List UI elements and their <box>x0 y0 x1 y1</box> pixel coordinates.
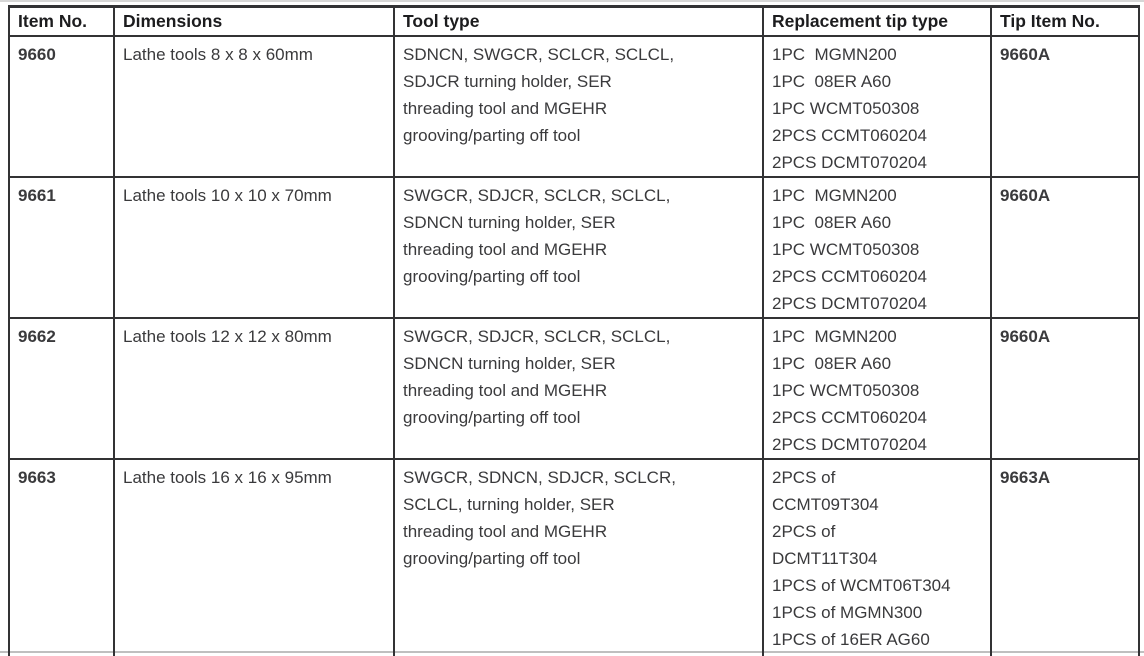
tool-type-line: grooving/parting off tool <box>403 266 581 286</box>
tip-line: 1PC MGMN200 <box>772 44 897 64</box>
col-header-tool-type: Tool type <box>393 5 764 37</box>
tip-line: 1PC WCMT050308 <box>772 98 920 118</box>
cell-tip-item-no: 9660A <box>990 34 1140 178</box>
tip-line: 1PC MGMN200 <box>772 326 897 346</box>
tip-line: 1PCS of WCMT06T304 <box>772 575 951 595</box>
tip-line: 1PC WCMT050308 <box>772 380 920 400</box>
table-row-9660: 9660 Lathe tools 8 x 8 x 60mm SDNCN, SWG… <box>8 34 1140 178</box>
tip-line: 2PCS of <box>772 467 836 487</box>
cell-dimensions: Lathe tools 12 x 12 x 80mm <box>113 316 395 460</box>
col-header-dimensions: Dimensions <box>113 5 395 37</box>
tip-line: 1PC 08ER A60 <box>772 353 892 373</box>
col-header-replacement-tip-type: Replacement tip type <box>762 5 992 37</box>
cell-replacement-tip-type: 1PC MGMN200 1PC 08ER A60 1PC WCMT050308 … <box>762 34 992 178</box>
tip-line: 1PCS of 16ER AG60 <box>772 629 930 649</box>
cell-tool-type: SWGCR, SDJCR, SCLCR, SCLCL, SDNCN turnin… <box>393 316 764 460</box>
tip-line: 2PCS of <box>772 521 836 541</box>
cell-dimensions: Lathe tools 16 x 16 x 95mm <box>113 457 395 656</box>
tool-type-line: SWGCR, SDJCR, SCLCR, SCLCL, <box>403 326 671 346</box>
cell-replacement-tip-type: 1PC MGMN200 1PC 08ER A60 1PC WCMT050308 … <box>762 316 992 460</box>
tip-line: 2PCS CCMT060204 <box>772 125 927 145</box>
tip-line: 2PCS DCMT070204 <box>772 434 927 454</box>
tool-type-line: SDNCN turning holder, SER <box>403 212 616 232</box>
col-header-tip-item-no: Tip Item No. <box>990 5 1140 37</box>
cell-item-no: 9661 <box>8 175 115 319</box>
tool-type-line: threading tool and MGEHR <box>403 380 608 400</box>
table-header-row: Item No. Dimensions Tool type Replacemen… <box>8 5 1140 37</box>
cell-replacement-tip-type: 1PC MGMN200 1PC 08ER A60 1PC WCMT050308 … <box>762 175 992 319</box>
table-row-9661: 9661 Lathe tools 10 x 10 x 70mm SWGCR, S… <box>8 175 1140 319</box>
cell-tool-type: SWGCR, SDJCR, SCLCR, SCLCL, SDNCN turnin… <box>393 175 764 319</box>
tool-type-line: SWGCR, SDJCR, SCLCR, SCLCL, <box>403 185 671 205</box>
lathe-tools-spec-table: Item No. Dimensions Tool type Replacemen… <box>8 5 1140 656</box>
tip-line: 2PCS DCMT070204 <box>772 293 927 313</box>
tool-type-line: SDNCN turning holder, SER <box>403 353 616 373</box>
page-edge-top-rule <box>0 0 1144 2</box>
table-row-9662: 9662 Lathe tools 12 x 12 x 80mm SWGCR, S… <box>8 316 1140 460</box>
tip-line: 1PC WCMT050308 <box>772 239 920 259</box>
cell-item-no: 9662 <box>8 316 115 460</box>
table-row-9663: 9663 Lathe tools 16 x 16 x 95mm SWGCR, S… <box>8 457 1140 656</box>
tool-type-line: grooving/parting off tool <box>403 125 581 145</box>
tool-type-line: threading tool and MGEHR <box>403 239 608 259</box>
tool-type-line: SWGCR, SDNCN, SDJCR, SCLCR, <box>403 467 676 487</box>
cell-tool-type: SDNCN, SWGCR, SCLCR, SCLCL, SDJCR turnin… <box>393 34 764 178</box>
tool-type-line: grooving/parting off tool <box>403 548 581 568</box>
cell-replacement-tip-type: 2PCS of CCMT09T304 2PCS of DCMT11T304 1P… <box>762 457 992 656</box>
col-header-item-no: Item No. <box>8 5 115 37</box>
tool-type-line: SCLCL, turning holder, SER <box>403 494 615 514</box>
tip-line: 1PC 08ER A60 <box>772 212 892 232</box>
cell-tip-item-no: 9660A <box>990 175 1140 319</box>
cell-item-no: 9660 <box>8 34 115 178</box>
tip-line: 2PCS CCMT060204 <box>772 266 927 286</box>
tool-type-line: SDNCN, SWGCR, SCLCR, SCLCL, <box>403 44 675 64</box>
tip-line: DCMT11T304 <box>772 548 878 568</box>
tip-line: 1PC MGMN200 <box>772 185 897 205</box>
tip-line: CCMT09T304 <box>772 494 879 514</box>
cell-tip-item-no: 9660A <box>990 316 1140 460</box>
tool-type-line: threading tool and MGEHR <box>403 521 608 541</box>
cell-item-no: 9663 <box>8 457 115 656</box>
cell-dimensions: Lathe tools 10 x 10 x 70mm <box>113 175 395 319</box>
cell-tool-type: SWGCR, SDNCN, SDJCR, SCLCR, SCLCL, turni… <box>393 457 764 656</box>
tip-line: 1PC 08ER A60 <box>772 71 892 91</box>
tip-line: 2PCS CCMT060204 <box>772 407 927 427</box>
tool-type-line: grooving/parting off tool <box>403 407 581 427</box>
cell-dimensions: Lathe tools 8 x 8 x 60mm <box>113 34 395 178</box>
tip-line: 1PCS of MGMN300 <box>772 602 923 622</box>
tool-type-line: threading tool and MGEHR <box>403 98 608 118</box>
tool-type-line: SDJCR turning holder, SER <box>403 71 612 91</box>
tip-line: 2PCS DCMT070204 <box>772 152 927 172</box>
cell-tip-item-no: 9663A <box>990 457 1140 656</box>
